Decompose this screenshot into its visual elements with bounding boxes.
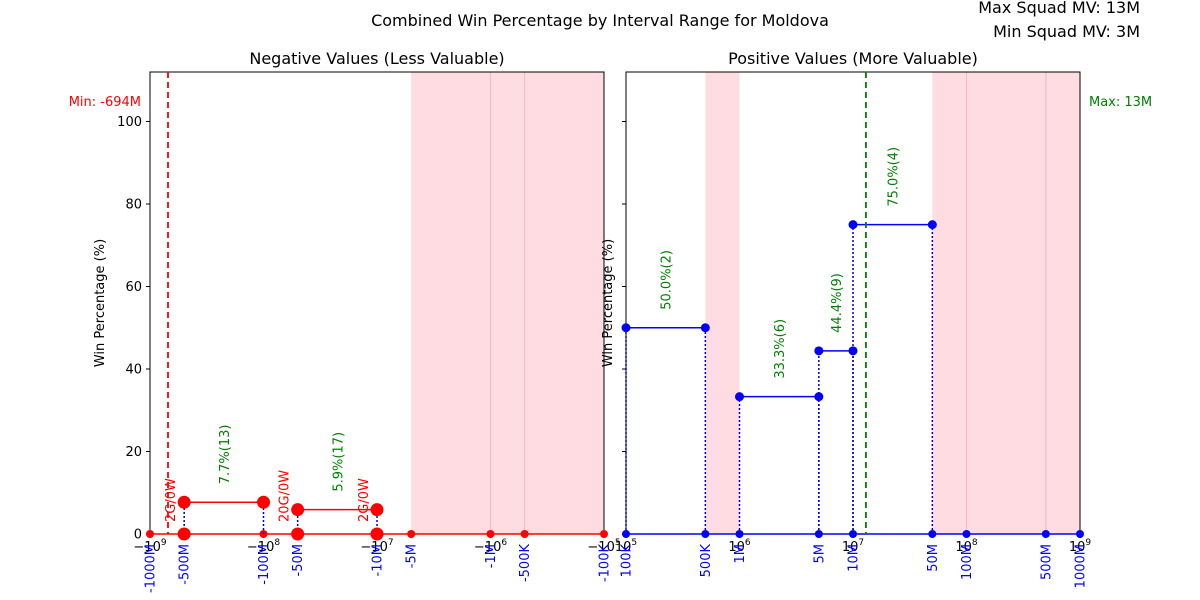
x-interval-tick-label: -100K <box>598 544 613 583</box>
x-major-tick-label: −105 <box>587 538 620 555</box>
y-tick-label: 100 <box>117 115 142 130</box>
segment-point <box>177 495 191 509</box>
min-squad-mv: Min Squad MV: 3M <box>993 22 1140 41</box>
segment-point <box>848 346 858 356</box>
x-interval-tick-label: 500M <box>1039 544 1054 580</box>
zero-win-label: 2G/0W <box>164 478 179 522</box>
segment-point <box>927 220 937 230</box>
x-interval-tick-label: 100M <box>960 544 975 580</box>
y-tick-label: 60 <box>125 280 142 295</box>
figure-title: Combined Win Percentage by Interval Rang… <box>371 11 829 30</box>
x-major-tick-label: 108 <box>955 538 978 555</box>
x-major-tick-label: 107 <box>842 538 864 555</box>
x-interval-tick-label: -500K <box>518 544 533 583</box>
x-major-tick-label: −108 <box>247 538 280 555</box>
panel-title: Negative Values (Less Valuable) <box>249 49 504 68</box>
segment-annotation: 50.0%(2) <box>660 250 675 310</box>
max-value-label: Max: 13M <box>1089 95 1152 110</box>
x-major-tick-label: −107 <box>360 538 393 555</box>
x-interval-tick-label: -10M <box>371 544 386 576</box>
min-value-label: Min: -694M <box>69 95 141 110</box>
zero-win-label: 2G/0W <box>357 478 372 522</box>
y-tick-label: 20 <box>125 445 142 460</box>
y-tick-label: 80 <box>125 198 142 213</box>
x-interval-tick-label: 100K <box>620 544 635 578</box>
segment-annotation: 33.3%(6) <box>773 319 788 379</box>
panel-title: Positive Values (More Valuable) <box>728 49 978 68</box>
segment-annotation: 7.7%(13) <box>218 425 233 485</box>
x-interval-tick-label: -50M <box>291 544 306 576</box>
shaded-range <box>932 72 1080 534</box>
x-major-tick-label: 105 <box>615 538 637 555</box>
shaded-range <box>411 72 604 534</box>
zero-win-label: 20G/0W <box>278 470 293 522</box>
segment-point <box>848 220 858 230</box>
x-interval-tick-label: -1M <box>484 544 499 568</box>
x-interval-tick-label: 1000M <box>1074 544 1089 588</box>
shaded-range <box>705 72 740 534</box>
positive-values-panel: Positive Values (More Valuable) Win Perce… <box>601 49 1152 588</box>
x-interval-tick-label: 10M <box>847 544 862 572</box>
max-squad-mv: Max Squad MV: 13M <box>978 0 1140 17</box>
zero-games-point <box>370 527 384 541</box>
y-tick-label: 40 <box>125 363 142 378</box>
segment-point <box>814 346 824 356</box>
segment-point <box>370 503 384 517</box>
negative-values-panel: Negative Values (Less Valuable) 0 20 40 60 80… <box>69 49 621 593</box>
segment-annotation: 5.9%(17) <box>331 432 346 492</box>
y-axis-label: Win Percentage (%) <box>601 239 616 367</box>
segment-point <box>621 323 631 333</box>
segment-point <box>735 392 744 402</box>
x-interval-tick-label: -500M <box>178 544 193 585</box>
x-major-tick-label: −106 <box>474 538 507 555</box>
x-interval-tick-label: -1000M <box>144 544 159 593</box>
x-interval-tick-label: 500K <box>699 544 714 578</box>
y-axis-label: Win Percentage (%) <box>93 239 108 367</box>
x-major-tick-label: 109 <box>1069 538 1092 555</box>
segment-point <box>291 503 305 517</box>
x-major-tick-label: 106 <box>728 538 751 555</box>
x-interval-tick-label: 5M <box>812 544 827 564</box>
zero-games-point <box>177 527 191 541</box>
segment-annotation: 44.4%(9) <box>830 273 845 333</box>
segment-point <box>700 323 710 333</box>
x-interval-tick-label: -100M <box>257 544 272 585</box>
x-major-tick-label: −109 <box>133 538 166 555</box>
x-interval-tick-label: 50M <box>926 544 941 572</box>
x-interval-tick-label: 1M <box>733 544 748 564</box>
y-tick-label: 0 <box>134 528 142 543</box>
zero-games-point <box>291 527 305 541</box>
segment-annotation: 75.0%(4) <box>887 147 902 207</box>
segment-point <box>257 495 270 509</box>
x-interval-tick-label: -5M <box>405 544 420 568</box>
